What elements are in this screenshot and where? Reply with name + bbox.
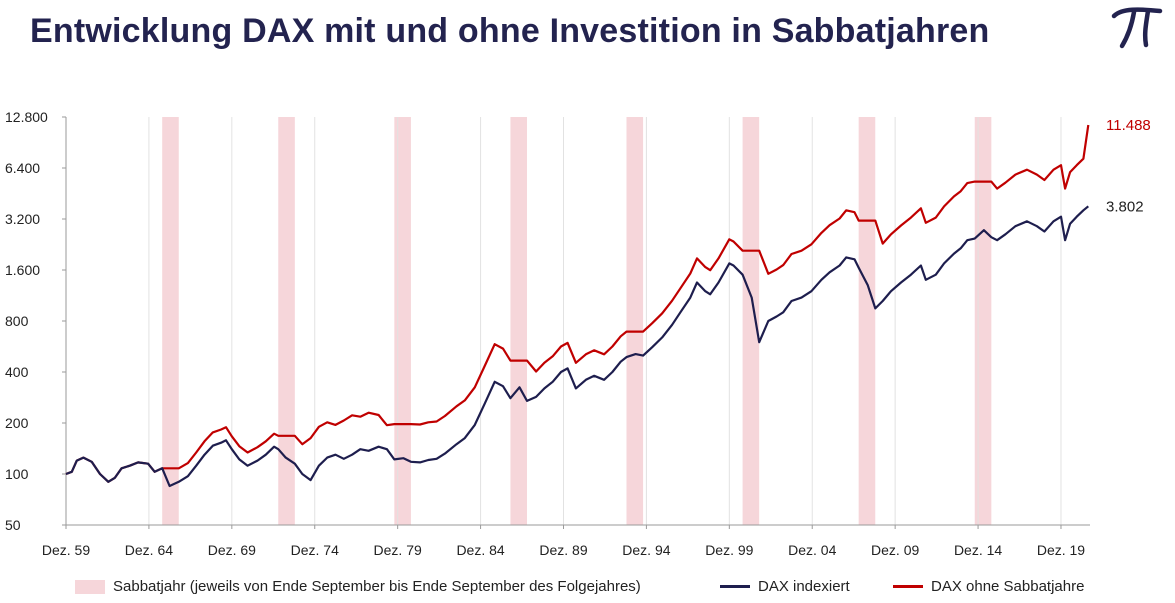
chart-title: Entwicklung DAX mit und ohne Investition… bbox=[30, 12, 990, 50]
x-tick-label-12: Dez. 19 bbox=[1037, 542, 1085, 558]
x-tick-label-3: Dez. 74 bbox=[291, 542, 339, 558]
series-line-dax-ohne-sabbatjahre bbox=[65, 124, 1090, 483]
sabbatjahr-band-5 bbox=[742, 117, 760, 525]
y-tick-label-6: 3.200 bbox=[5, 211, 40, 227]
legend: Sabbatjahr (jeweils von Ende September b… bbox=[0, 578, 1175, 602]
y-tick-label-2: 200 bbox=[5, 415, 29, 431]
sabbatjahr-band-1 bbox=[278, 117, 295, 525]
legend-label-sabbatjahr: Sabbatjahr (jeweils von Ende September b… bbox=[113, 578, 641, 595]
y-tick-label-4: 800 bbox=[5, 313, 29, 329]
sabbatjahr-band-6 bbox=[858, 117, 876, 525]
legend-item-ohne: DAX ohne Sabbatjahre bbox=[893, 578, 1084, 595]
series-line-dax-indexiert bbox=[65, 205, 1089, 488]
x-tick-label-4: Dez. 79 bbox=[374, 542, 422, 558]
chart-plot: 50 100 200 400 800 1.600 3.200 6.400 12.800 Dez. … bbox=[5, 109, 1151, 558]
legend-label-ohne: DAX ohne Sabbatjahre bbox=[931, 578, 1085, 595]
x-tick-label-2: Dez. 69 bbox=[208, 542, 256, 558]
y-tick-label-3: 400 bbox=[5, 364, 29, 380]
y-tick-label-7: 6.400 bbox=[5, 160, 40, 176]
y-tick-label-8: 12.800 bbox=[5, 109, 48, 125]
x-tick-label-1: Dez. 64 bbox=[125, 542, 173, 558]
x-tick-label-11: Dez. 14 bbox=[954, 542, 1002, 558]
logo-icon bbox=[1111, 7, 1163, 49]
y-tick-label-0: 50 bbox=[5, 517, 21, 533]
legend-swatch-band bbox=[75, 579, 105, 594]
sabbatjahr-band-7 bbox=[974, 117, 992, 525]
x-tick-label-0: Dez. 59 bbox=[42, 542, 90, 558]
x-tick-label-6: Dez. 89 bbox=[539, 542, 587, 558]
x-tick-label-7: Dez. 94 bbox=[622, 542, 670, 558]
sabbatjahr-band-4 bbox=[626, 117, 644, 525]
end-label-ohne: 11.488 bbox=[1106, 117, 1151, 134]
y-tick-label-1: 100 bbox=[5, 466, 29, 482]
legend-swatch-dax bbox=[720, 585, 750, 588]
sabbatjahr-band-2 bbox=[394, 117, 411, 525]
end-label-dax: 3.802 bbox=[1106, 198, 1144, 215]
legend-item-dax: DAX indexiert bbox=[720, 578, 850, 595]
legend-item-sabbatjahr: Sabbatjahr (jeweils von Ende September b… bbox=[75, 578, 641, 595]
sabbatjahr-band-0 bbox=[162, 117, 179, 525]
x-tick-label-5: Dez. 84 bbox=[456, 542, 504, 558]
x-tick-label-9: Dez. 04 bbox=[788, 542, 836, 558]
legend-swatch-ohne bbox=[893, 585, 923, 588]
x-tick-label-10: Dez. 09 bbox=[871, 542, 919, 558]
x-tick-label-8: Dez. 99 bbox=[705, 542, 753, 558]
legend-label-dax: DAX indexiert bbox=[758, 578, 850, 595]
sabbatjahr-band-3 bbox=[510, 117, 528, 525]
y-tick-label-5: 1.600 bbox=[5, 262, 40, 278]
